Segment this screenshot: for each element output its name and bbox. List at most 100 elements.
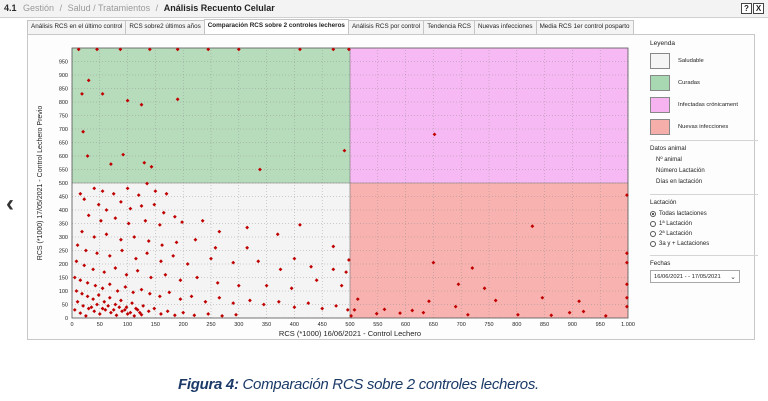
radio-label: Todas lactaciones	[659, 211, 707, 217]
data-point	[540, 295, 545, 300]
data-point	[213, 245, 218, 250]
data-point	[231, 260, 236, 265]
data-point	[264, 283, 269, 288]
tab-6[interactable]: Media RCS 1er control posparto	[535, 20, 634, 34]
days-in-lactation-field: Días en lactación	[656, 179, 703, 185]
y-tick-label: 900	[59, 73, 68, 79]
radio-button[interactable]	[650, 221, 656, 227]
data-point	[275, 232, 280, 237]
scatter-chart[interactable]: 0501001502002503003504004505005506006507…	[28, 36, 648, 346]
y-tick-label: 500	[59, 181, 68, 187]
data-point	[331, 244, 336, 249]
help-button[interactable]: ?	[741, 3, 752, 14]
data-point	[432, 132, 437, 137]
y-tick-label: 400	[59, 208, 68, 214]
data-point	[292, 305, 297, 310]
data-point	[111, 191, 116, 196]
animal-number-field: Nº animal	[656, 157, 682, 163]
data-point	[345, 308, 350, 312]
y-tick-label: 300	[59, 235, 68, 241]
chevron-left-icon[interactable]: ‹	[6, 190, 14, 217]
data-point	[220, 313, 225, 318]
data-point	[132, 313, 137, 318]
data-point	[421, 310, 426, 315]
data-point	[624, 304, 629, 309]
data-point	[567, 310, 572, 315]
tab-1[interactable]: RCS sobre2 últimos años	[125, 20, 205, 34]
data-point	[172, 313, 177, 318]
data-point	[139, 204, 144, 208]
data-point	[95, 251, 99, 256]
data-point	[309, 264, 313, 269]
data-point	[80, 291, 84, 296]
data-point	[153, 189, 158, 193]
data-point	[581, 309, 586, 314]
data-point	[175, 97, 180, 102]
tab-2[interactable]: Comparación RCS sobre 2 controles lecher…	[203, 19, 349, 34]
data-point	[113, 216, 118, 220]
y-tick-label: 550	[59, 168, 68, 174]
data-point	[82, 263, 87, 268]
date-range-value: 16/06/2021 - - 17/05/2021	[654, 273, 721, 280]
animal-data-section: Datos animal Nº animal Número Lactación …	[650, 145, 758, 188]
data-point	[171, 254, 176, 258]
data-point	[410, 308, 415, 313]
data-point	[245, 225, 250, 230]
data-point	[78, 311, 83, 316]
data-point	[102, 270, 107, 274]
data-point	[125, 312, 130, 316]
data-point	[349, 313, 354, 318]
breadcrumb-gestion[interactable]: Gestión	[23, 3, 55, 13]
data-point	[167, 290, 172, 295]
data-point	[157, 294, 162, 299]
data-point	[482, 286, 487, 291]
x-tick-label: 150	[151, 322, 160, 328]
y-tick-label: 200	[59, 262, 68, 268]
divider	[650, 194, 758, 195]
data-point	[215, 281, 220, 285]
radio-label: 3a y + Lactaciones	[659, 241, 710, 247]
breadcrumb-separator: /	[59, 3, 63, 13]
x-tick-label: 800	[512, 322, 521, 328]
breadcrumb-salud[interactable]: Salud / Tratamientos	[67, 3, 151, 13]
data-point	[431, 260, 436, 265]
data-point	[109, 162, 113, 166]
radio-button[interactable]	[650, 231, 656, 237]
radio-button[interactable]	[650, 211, 656, 217]
tab-0[interactable]: Análisis RCS en el último control	[27, 20, 127, 34]
data-point	[139, 287, 144, 292]
lactation-option-0[interactable]: Todas lactaciones	[650, 209, 758, 219]
legend-swatch	[650, 52, 670, 69]
data-point	[119, 200, 123, 204]
data-point	[453, 304, 458, 309]
data-point	[160, 243, 164, 247]
x-tick-label: 850	[540, 322, 549, 328]
data-point	[549, 313, 554, 318]
tab-5[interactable]: Nuevas infecciones	[473, 20, 537, 34]
x-tick-label: 950	[596, 322, 605, 328]
data-point	[76, 47, 81, 52]
lactation-option-2[interactable]: 2ª Lactación	[650, 229, 758, 239]
data-point	[465, 312, 470, 317]
data-point	[152, 202, 157, 207]
data-point	[78, 278, 83, 283]
data-point	[174, 240, 179, 245]
tab-4[interactable]: Tendencia RCS	[423, 20, 475, 34]
tab-3[interactable]: Análisis RCS por control	[347, 20, 425, 34]
data-point	[149, 164, 154, 169]
data-point	[159, 312, 163, 316]
lactation-option-3[interactable]: 3a y + Lactaciones	[650, 239, 758, 249]
close-button[interactable]: X	[753, 3, 764, 14]
lactation-section: Lactación Todas lactaciones 1ª Lactación 2…	[650, 199, 758, 249]
y-tick-label: 600	[59, 154, 68, 160]
x-tick-label: 350	[262, 322, 271, 328]
x-tick-label: 500	[345, 322, 354, 328]
data-point	[206, 47, 211, 52]
lactation-option-1[interactable]: 1ª Lactación	[650, 219, 758, 229]
date-range-select[interactable]: 16/06/2021 - - 17/05/2021 ⌄	[650, 270, 740, 283]
data-point	[172, 214, 177, 219]
data-point	[178, 297, 183, 301]
radio-button[interactable]	[650, 241, 656, 247]
data-point	[128, 310, 133, 315]
y-axis-label: RCS (*1000) 17/05/2021 - Control Lechero…	[37, 106, 44, 261]
